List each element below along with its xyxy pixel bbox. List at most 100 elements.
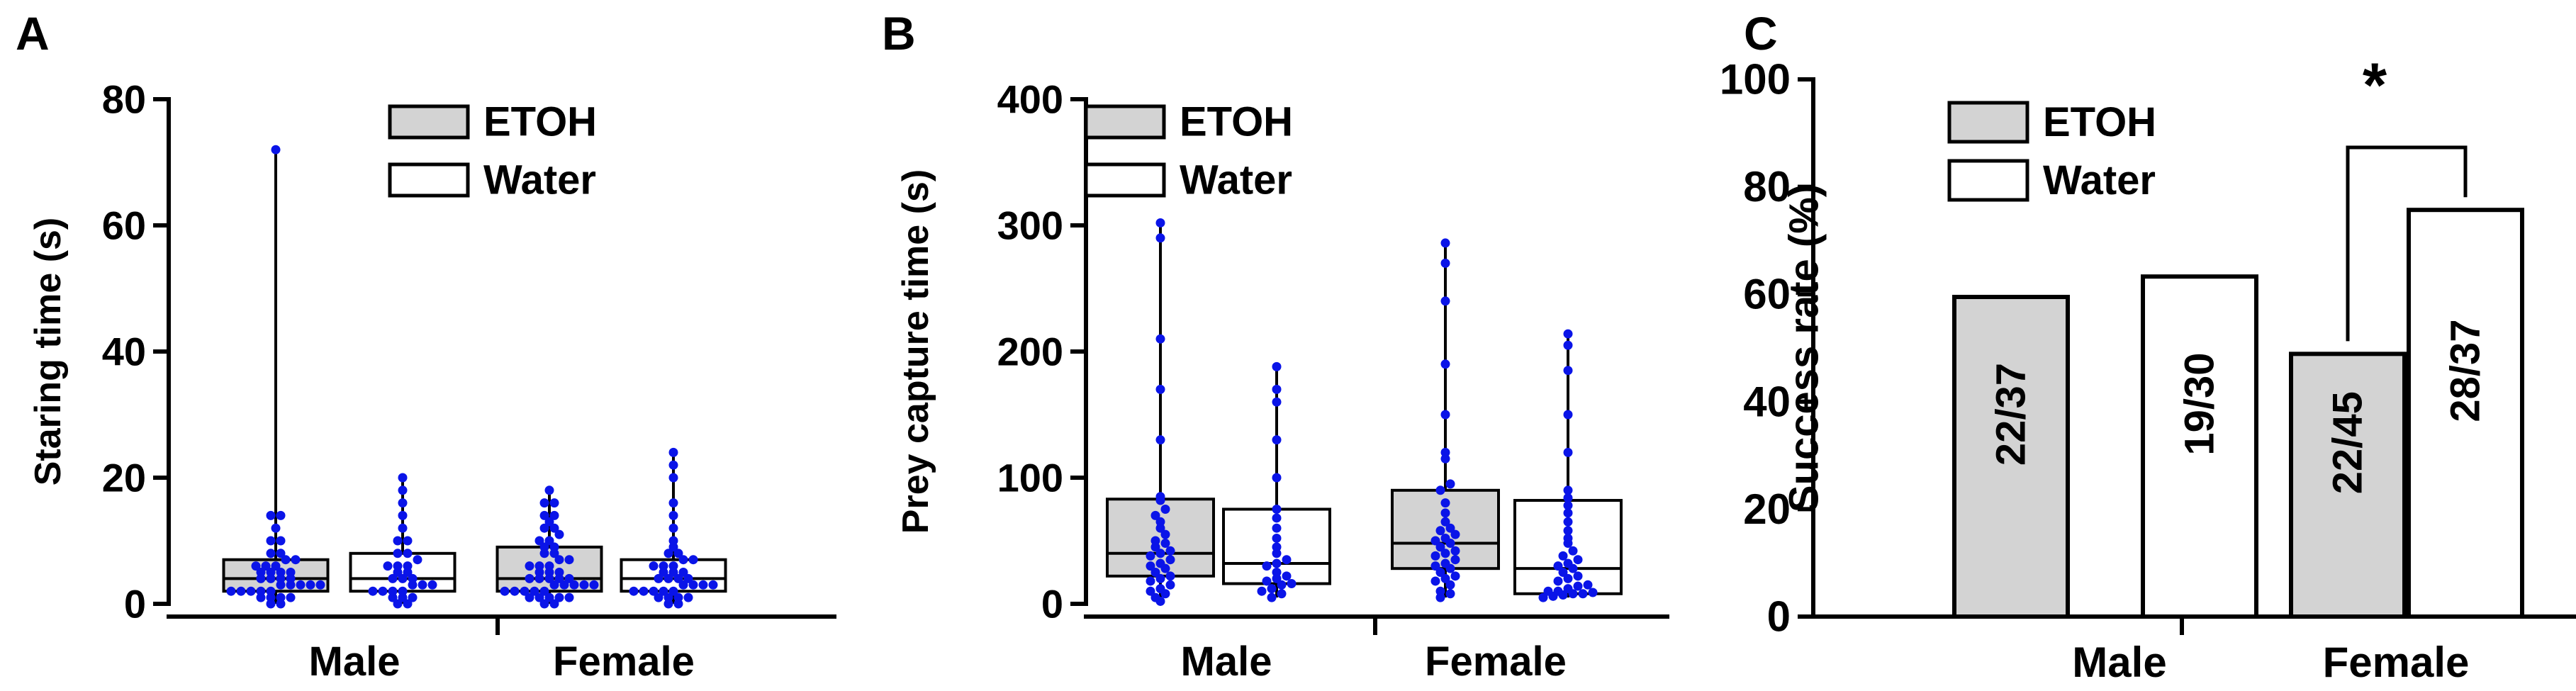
- y-tick-label: 60: [102, 203, 146, 248]
- box-water-male: [349, 551, 457, 593]
- data-point-etoh-male: [1150, 542, 1160, 552]
- data-point-water-male: [1272, 513, 1282, 523]
- data-point-etoh-male: [276, 580, 286, 590]
- data-point-water-female: [1573, 571, 1583, 581]
- data-point-etoh-male: [226, 586, 236, 596]
- data-point-etoh-female: [544, 485, 554, 495]
- data-point-etoh-female: [544, 561, 554, 571]
- data-point-etoh-male: [266, 568, 276, 577]
- y-tick-label: 60: [1743, 271, 1791, 318]
- y-tick-label: 400: [997, 77, 1063, 122]
- panel-b: B 0 100 200 300 400 Prey capture time (s) Male F…: [882, 7, 1669, 685]
- data-point-water-female: [1563, 493, 1573, 502]
- y-tick-label: 80: [102, 77, 146, 122]
- data-point-etoh-female: [539, 510, 549, 520]
- data-point-water-male: [1272, 397, 1282, 407]
- data-point-etoh-female: [539, 549, 549, 558]
- data-point-etoh-male: [1165, 546, 1175, 556]
- data-point-water-female: [678, 568, 688, 577]
- data-point-etoh-female: [534, 568, 544, 577]
- data-point-etoh-female: [534, 592, 544, 602]
- data-point-etoh-female: [539, 586, 549, 596]
- data-point-etoh-female: [1440, 296, 1450, 306]
- data-point-etoh-female: [525, 573, 534, 583]
- data-point-water-female: [708, 580, 718, 590]
- data-point-water-male: [403, 561, 413, 571]
- data-point-water-female: [629, 586, 639, 596]
- data-point-etoh-female: [1440, 533, 1450, 543]
- data-point-etoh-male: [246, 586, 256, 596]
- data-point-etoh-male: [1155, 584, 1165, 594]
- data-point-etoh-female: [1440, 558, 1450, 568]
- data-point-etoh-male: [1160, 505, 1170, 514]
- data-point-water-male: [393, 536, 403, 546]
- panel-label: A: [16, 7, 50, 60]
- data-point-water-male: [1272, 542, 1282, 552]
- data-point-etoh-male: [1155, 558, 1165, 568]
- data-point-etoh-female: [1440, 508, 1450, 518]
- y-tick-label: 300: [997, 203, 1063, 248]
- data-point-etoh-female: [1450, 529, 1460, 539]
- data-point-etoh-female: [559, 580, 569, 590]
- legend-label-etoh: ETOH: [1180, 99, 1293, 145]
- data-point-water-female: [668, 542, 678, 552]
- data-point-water-female: [668, 460, 678, 470]
- data-point-water-male: [1262, 576, 1272, 586]
- data-point-etoh-male: [286, 568, 296, 577]
- data-point-etoh-male: [286, 580, 296, 590]
- data-point-etoh-male: [276, 592, 286, 602]
- data-point-etoh-female: [539, 599, 549, 609]
- data-point-etoh-male: [256, 592, 266, 602]
- data-point-water-female: [663, 592, 673, 602]
- data-point-water-female: [668, 561, 678, 571]
- data-point-etoh-male: [256, 568, 266, 577]
- data-point-water-female: [668, 510, 678, 520]
- data-point-etoh-female: [554, 573, 564, 583]
- bar-etoh-female: [2289, 352, 2407, 619]
- data-point-etoh-female: [1440, 573, 1450, 583]
- data-point-etoh-female: [510, 586, 520, 596]
- data-point-etoh-male: [1146, 551, 1155, 561]
- data-point-water-male: [1277, 580, 1287, 590]
- data-point-etoh-male: [1155, 334, 1165, 344]
- legend-swatch-water: [388, 162, 470, 198]
- data-point-etoh-female: [1440, 238, 1450, 248]
- data-point-etoh-female: [1440, 498, 1450, 508]
- data-point-etoh-male: [1155, 549, 1165, 558]
- data-point-etoh-female: [1440, 447, 1450, 457]
- significance-star: *: [2363, 50, 2387, 120]
- x-group-label-male: Male: [309, 639, 401, 685]
- data-point-water-female: [668, 473, 678, 483]
- data-point-etoh-male: [1146, 586, 1155, 596]
- y-tick-label: 200: [997, 330, 1063, 374]
- data-point-etoh-female: [1435, 586, 1445, 596]
- data-point-water-female: [1568, 546, 1578, 556]
- data-point-water-male: [1287, 579, 1297, 589]
- data-point-etoh-female: [539, 542, 549, 552]
- data-point-water-female: [673, 573, 683, 583]
- x-group-label-male: Male: [2072, 639, 2166, 686]
- x-group-label-female: Female: [2323, 639, 2470, 686]
- data-point-etoh-female: [530, 586, 539, 596]
- data-point-etoh-female: [544, 536, 554, 546]
- data-point-etoh-female: [525, 561, 534, 571]
- data-point-water-female: [1563, 329, 1573, 339]
- data-point-etoh-male: [1150, 536, 1160, 546]
- data-point-water-male: [1272, 505, 1282, 514]
- data-point-etoh-female: [544, 592, 554, 602]
- data-point-etoh-female: [1430, 561, 1440, 571]
- data-point-water-female: [1583, 580, 1593, 590]
- data-point-water-female: [1563, 447, 1573, 457]
- data-point-etoh-female: [544, 573, 554, 583]
- data-point-etoh-female: [1445, 523, 1455, 533]
- data-point-etoh-male: [1155, 517, 1165, 527]
- data-point-water-male: [398, 586, 408, 596]
- bar-label-etoh-female: 22/45: [2325, 391, 2371, 494]
- legend-label-water: Water: [1180, 157, 1292, 203]
- bar-label-etoh-male: 22/37: [1988, 363, 2034, 466]
- data-point-etoh-female: [1445, 589, 1455, 599]
- data-point-water-male: [398, 592, 408, 602]
- data-point-etoh-male: [276, 573, 286, 583]
- data-point-etoh-male: [236, 586, 246, 596]
